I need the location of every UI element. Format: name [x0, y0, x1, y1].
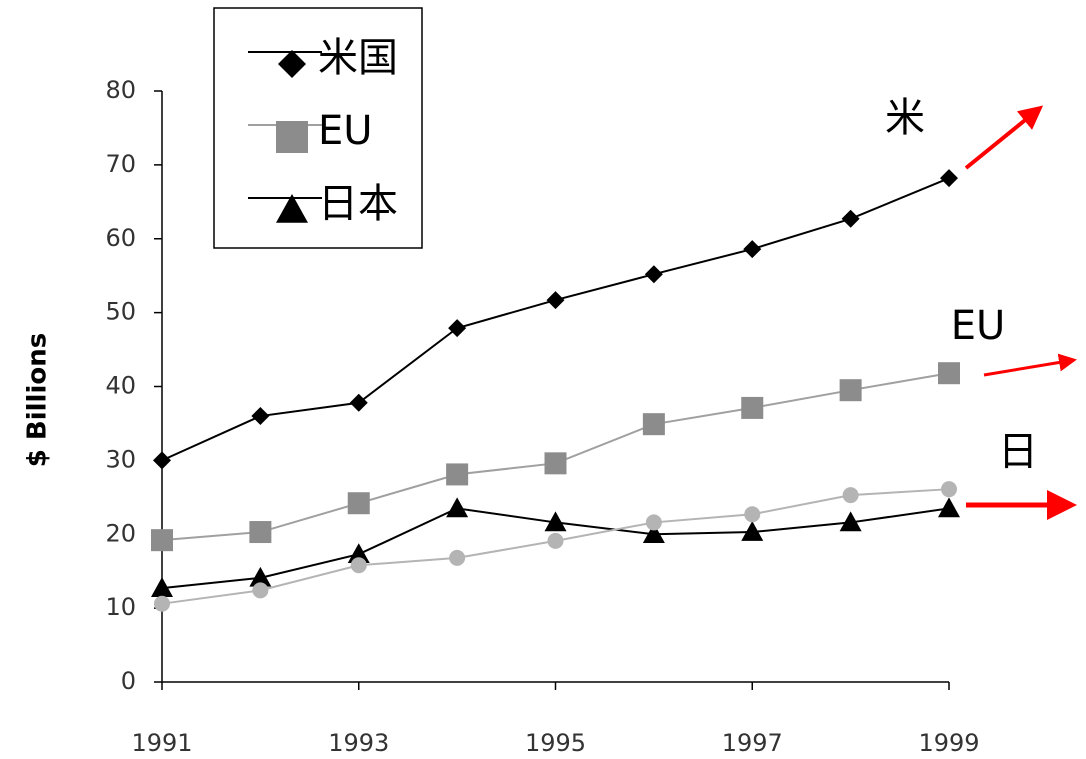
x-tick-label: 1995: [525, 729, 586, 757]
marker: [449, 549, 466, 566]
marker: [938, 362, 960, 385]
marker: [546, 291, 565, 310]
marker: [642, 413, 665, 436]
marker: [645, 514, 662, 531]
marker: [251, 407, 270, 426]
marker: [940, 169, 958, 188]
marker: [347, 543, 370, 563]
marker: [938, 497, 960, 518]
y-tick-label: 10: [105, 593, 136, 621]
marker: [743, 240, 762, 259]
marker: [151, 577, 173, 597]
marker: [249, 521, 272, 544]
marker: [154, 595, 170, 612]
y-tick-label: 80: [105, 76, 136, 104]
marker: [841, 209, 860, 228]
y-tick-label: 30: [105, 445, 136, 473]
legend-label: 米国: [318, 35, 398, 81]
marker: [347, 492, 370, 515]
legend-box: [213, 7, 423, 249]
marker: [744, 506, 761, 523]
marker: [547, 532, 564, 549]
y-tick-label: 0: [121, 667, 136, 695]
marker: [544, 511, 567, 532]
marker: [350, 557, 367, 574]
y-tick-label: 60: [105, 224, 136, 252]
y-tick-label: 50: [105, 298, 136, 326]
legend-label: EU: [318, 108, 373, 154]
y-tick-label: 40: [105, 372, 136, 400]
y-tick-label: 70: [105, 150, 136, 178]
marker: [448, 319, 467, 338]
marker: [741, 396, 764, 419]
marker: [446, 497, 469, 518]
arrow: [983, 353, 1077, 377]
marker: [644, 265, 663, 284]
marker: [252, 582, 269, 599]
marker: [276, 194, 308, 223]
marker: [842, 487, 859, 504]
arrow: [964, 105, 1044, 170]
marker: [278, 50, 306, 78]
legend-label: 日本: [318, 181, 398, 227]
marker: [446, 463, 469, 486]
marker: [839, 511, 862, 532]
annotation: EU: [951, 303, 1006, 349]
x-tick-label: 1993: [328, 729, 389, 757]
marker: [276, 121, 308, 153]
x-tick-label: 1991: [131, 729, 192, 757]
annotation: 米: [885, 95, 925, 141]
x-tick-label: 1999: [918, 729, 979, 757]
y-axis-label: $ Billions: [23, 333, 53, 467]
marker: [741, 521, 764, 541]
marker: [544, 452, 567, 475]
marker: [153, 451, 171, 470]
marker: [642, 523, 665, 544]
marker: [249, 566, 272, 587]
marker: [941, 481, 957, 498]
marker: [349, 393, 368, 412]
x-tick-label: 1997: [722, 729, 783, 757]
annotation: 日: [998, 429, 1038, 475]
marker: [839, 379, 862, 402]
y-tick-label: 20: [105, 519, 136, 547]
marker: [151, 529, 173, 552]
